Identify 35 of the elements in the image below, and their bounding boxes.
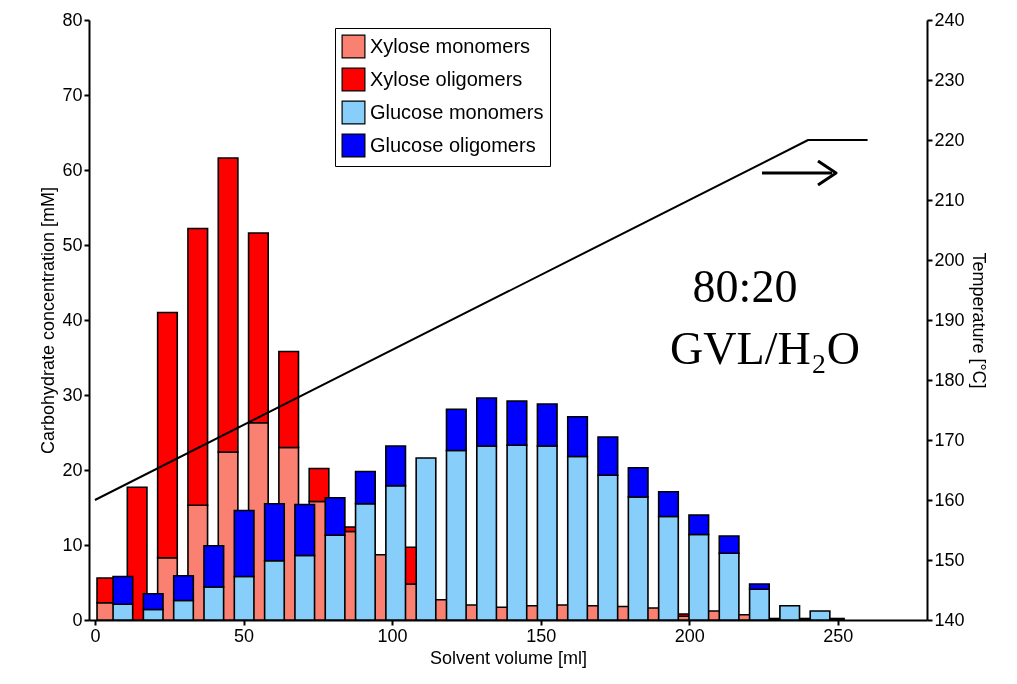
y-tick-label: 0 xyxy=(72,609,83,630)
y2-tick-label: 240 xyxy=(934,9,965,30)
y-tick-label: 20 xyxy=(62,459,83,480)
x-tick-label: 200 xyxy=(674,625,705,646)
x-tick-label: 150 xyxy=(526,625,557,646)
y2-tick-label: 140 xyxy=(934,609,965,630)
y2-tick-label: 190 xyxy=(934,309,965,330)
y2-tick-label: 160 xyxy=(934,489,965,510)
y-tick-label: 60 xyxy=(62,159,83,180)
x-axis-title: Solvent volume [ml] xyxy=(429,647,588,668)
y2-tick-label: 220 xyxy=(934,129,965,150)
legend-label: Glucose monomers xyxy=(370,100,544,123)
y-tick-label: 40 xyxy=(62,309,83,330)
legend-label: Xylose oligomers xyxy=(370,67,523,90)
y-axis-title: Carbohydrate concentration [mM] xyxy=(38,186,59,455)
x-tick-label: 0 xyxy=(90,625,101,646)
y2-tick-label: 200 xyxy=(934,249,965,270)
annotation: GVL/H₂O xyxy=(670,323,860,374)
y2-tick-label: 180 xyxy=(934,369,965,390)
y-tick-label: 10 xyxy=(62,534,83,555)
y2-tick-label: 210 xyxy=(934,189,965,210)
x-tick-label: 100 xyxy=(377,625,408,646)
y-tick-label: 70 xyxy=(62,84,83,105)
y2-axis-title: Temperature [°C] xyxy=(968,252,989,389)
legend-label: Xylose monomers xyxy=(370,34,531,57)
y2-tick-label: 150 xyxy=(934,549,965,570)
y-tick-label: 50 xyxy=(62,234,83,255)
y-tick-label: 30 xyxy=(62,384,83,405)
legend-label: Glucose oligomers xyxy=(370,133,536,156)
y2-tick-label: 230 xyxy=(934,69,965,90)
y-tick-label: 80 xyxy=(62,9,83,30)
annotation: 80:20 xyxy=(692,261,798,312)
x-tick-label: 250 xyxy=(823,625,854,646)
y2-tick-label: 170 xyxy=(934,429,965,450)
x-tick-label: 50 xyxy=(234,625,255,646)
